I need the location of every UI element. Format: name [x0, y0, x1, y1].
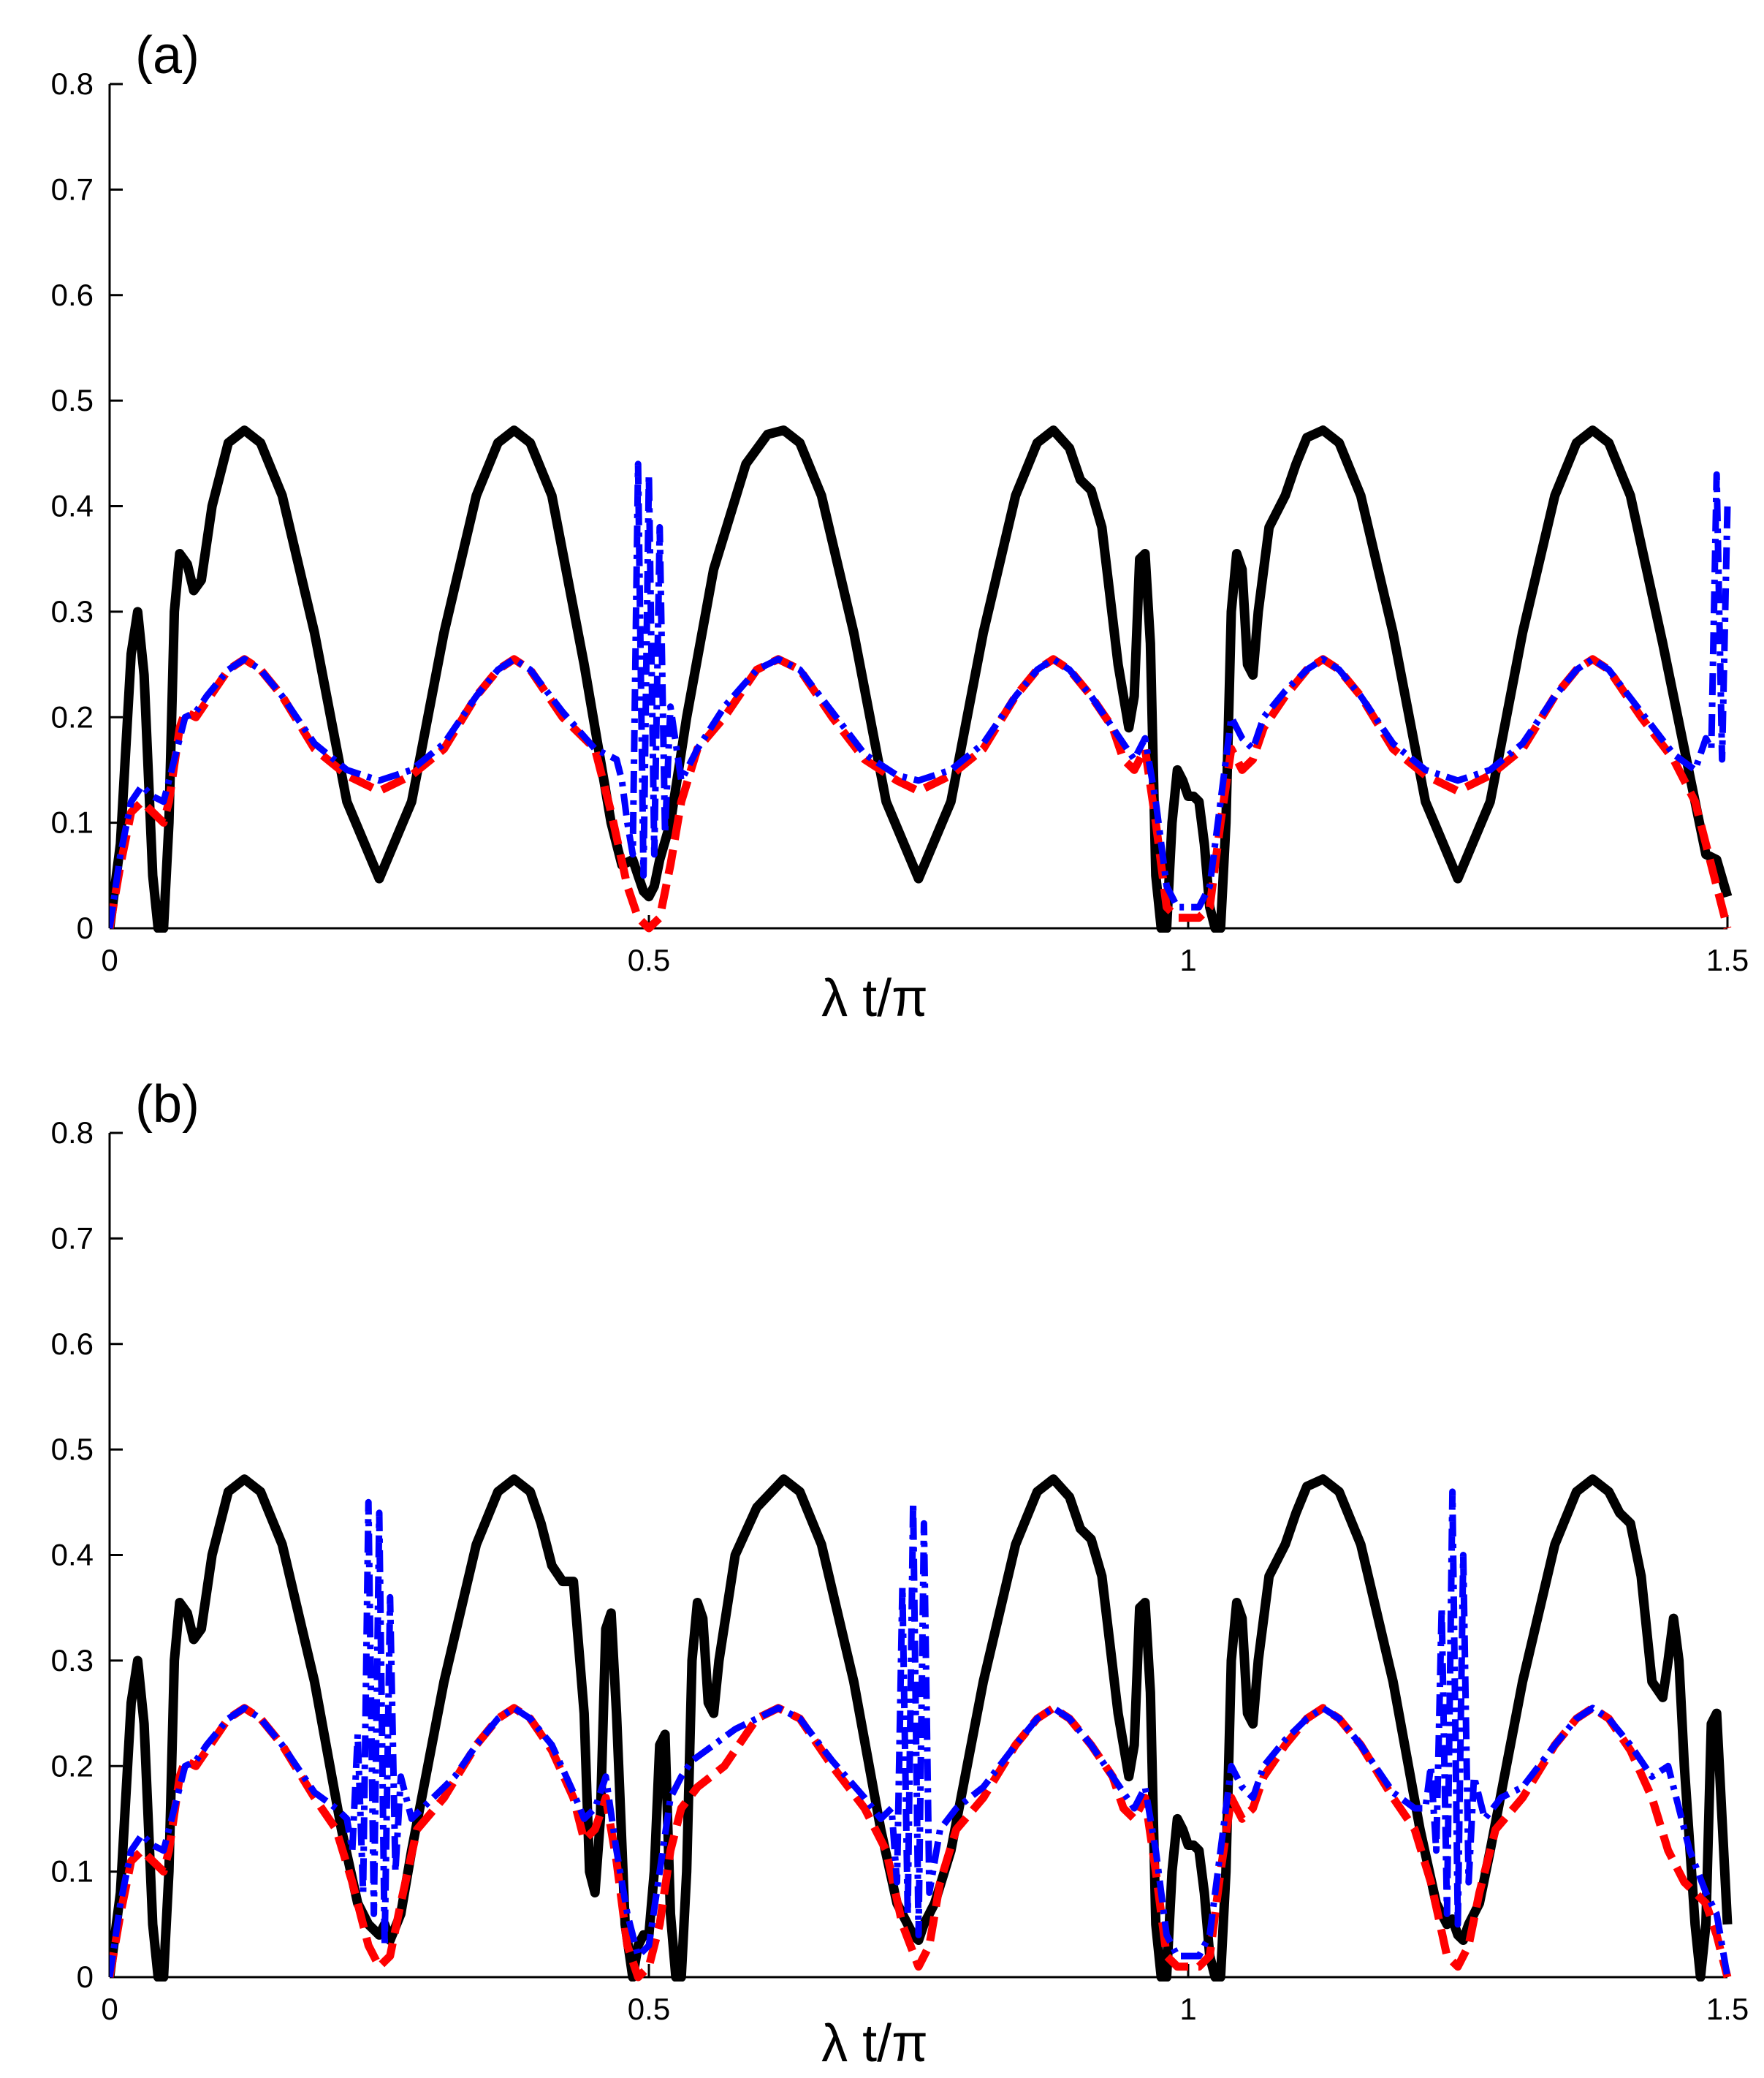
y-tick-label: 0.2 [51, 699, 94, 734]
x-tick-label: 1.5 [1706, 943, 1749, 977]
x-tick-label: 0 [101, 1992, 118, 2026]
series-line-blue [110, 460, 1731, 929]
y-tick-label: 0.5 [51, 1432, 94, 1466]
y-tick-label: 0.6 [51, 278, 94, 312]
x-tick-label: 1.5 [1706, 1992, 1749, 2026]
y-tick-label: 0 [77, 911, 94, 945]
x-tick-label: 0 [101, 943, 118, 977]
panel-a: 0 0.1 0.2 0.3 0.4 0.5 0.6 0.7 0.8 0 0.5 1 1.5 λ t/π (a… [51, 26, 1749, 1028]
x-axis-label: λ t/π [821, 2014, 928, 2073]
series-line-red [110, 1704, 1732, 1982]
y-tick-label: 0.1 [51, 805, 94, 840]
series-group [110, 425, 1733, 933]
series-line-red [110, 655, 1732, 933]
panel-b: 0 0.1 0.2 0.3 0.4 0.5 0.6 0.7 0.8 0 0.5 1 1.5 λ t/π (b… [51, 1075, 1749, 2073]
y-tick-label: 0.7 [51, 1221, 94, 1255]
y-tick-label: 0.3 [51, 594, 94, 629]
series-line-blue [110, 1488, 1731, 1978]
y-tick-label: 0.8 [51, 67, 94, 101]
y-tick-label: 0.6 [51, 1327, 94, 1361]
x-tick-label: 0.5 [628, 943, 670, 977]
y-tick-label: 0.1 [51, 1854, 94, 1889]
y-tick-label: 0.2 [51, 1748, 94, 1783]
y-tick-label: 0.4 [51, 489, 94, 523]
y-tick-label: 0.5 [51, 383, 94, 417]
y-tick-label: 0.7 [51, 172, 94, 206]
y-tick-label: 0.3 [51, 1643, 94, 1677]
panel-label: (b) [135, 1075, 199, 1134]
x-tick-label: 1 [1179, 1992, 1196, 2026]
y-tick-label: 0.8 [51, 1115, 94, 1150]
x-tick-label: 0.5 [628, 1992, 670, 2026]
series-line-black [110, 425, 1733, 933]
x-axis-label: λ t/π [821, 969, 928, 1028]
y-tick-label: 0 [77, 1960, 94, 1994]
x-tick-label: 1 [1179, 943, 1196, 977]
panel-label: (a) [135, 26, 199, 85]
y-tick-label: 0.4 [51, 1538, 94, 1572]
series-group [110, 1474, 1733, 1982]
